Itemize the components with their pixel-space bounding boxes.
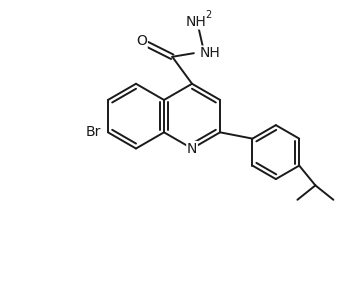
Text: O: O [136,34,147,48]
Text: NH: NH [186,15,207,29]
Text: Br: Br [86,125,101,139]
Text: NH: NH [199,46,220,60]
Text: N: N [187,142,197,156]
Text: 2: 2 [205,11,211,20]
